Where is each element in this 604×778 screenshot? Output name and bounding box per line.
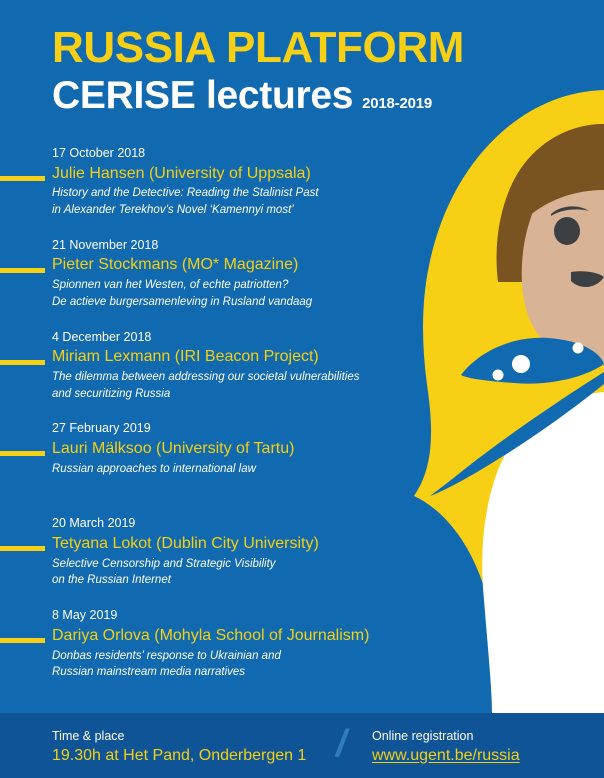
lecture-date: 8 May 2019: [52, 608, 118, 623]
lecture-speaker: Miriam Lexmann (IRI Beacon Project): [52, 348, 319, 366]
bullet-dash-icon: [0, 267, 45, 273]
page-title: RUSSIA PLATFORM: [52, 23, 464, 72]
lecture-topic-line2: De actieve burgersamenleving in Rusland …: [52, 295, 313, 308]
registration-block: Online registration www.ugent.be/russia: [372, 728, 520, 767]
lecture-date: 27 February 2019: [52, 421, 151, 436]
bullet-dash-icon: [0, 451, 45, 457]
bullet-dash-icon: [0, 176, 45, 181]
doll-eyebrow: [551, 206, 589, 216]
lecture-topic-line1: Spionnen van het Westen, of echte patrio…: [52, 279, 289, 292]
doll-smile: [571, 271, 604, 287]
poster-header: RUSSIA PLATFORM CERISE lectures 2018-201…: [52, 23, 464, 116]
lecture-topic-line1: History and the Detective: Reading the S…: [52, 187, 319, 200]
subtitle-row: CERISE lectures 2018-2019: [52, 76, 464, 115]
lecture-topic-line1: Selective Censorship and Strategic Visib…: [52, 557, 276, 570]
lecture-speaker: Dariya Orlova (Mohyla School of Journali…: [52, 626, 370, 644]
list-item: 4 December 2018 Miriam Lexmann (IRI Beac…: [0, 330, 400, 403]
lecture-topic-line2: and securitizing Russia: [52, 387, 171, 400]
petal-dot-small: [492, 369, 504, 381]
list-item: 27 February 2019 Lauri Mälksoo (Universi…: [0, 421, 400, 477]
page-subtitle: CERISE lectures: [52, 74, 354, 117]
time-and-place-block: Time & place 19.30h at Het Pand, Onderbe…: [52, 728, 306, 767]
poster-footer: Time & place 19.30h at Het Pand, Onderbe…: [0, 713, 604, 778]
lecture-topic-line1: Donbas residents’ response to Ukrainian …: [52, 649, 281, 662]
doll-apron: [482, 392, 604, 713]
lecture-speaker: Tetyana Lokot (Dublin City University): [52, 535, 319, 553]
scarf-petal-leaf: [461, 337, 604, 384]
lecture-topic-line1: Russian approaches to international law: [52, 462, 256, 475]
bullet-dash-icon: [0, 638, 45, 644]
scarf-left-notch: [404, 496, 430, 713]
list-item: 17 October 2018 Julie Hansen (University…: [0, 146, 400, 219]
registration-label: Online registration: [372, 729, 474, 743]
registration-link[interactable]: www.ugent.be/russia: [372, 747, 520, 765]
lecture-date: 17 October 2018: [52, 146, 146, 160]
doll-scarf-body: [414, 90, 604, 713]
lecture-topic-line2: in Alexander Terekhov’s Novel ‘Kamennyi …: [52, 204, 294, 217]
scarf-petal-stem: [430, 372, 604, 496]
lecture-speaker: Lauri Mälksoo (University of Tartu): [52, 439, 295, 457]
time-place-value: 19.30h at Het Pand, Onderbergen 1: [52, 747, 307, 765]
lecture-topic-line1: The dilemma between addressing our socie…: [52, 370, 360, 383]
footer-separator-icon: /: [336, 723, 347, 765]
petal-dot-large: [512, 355, 530, 373]
doll-face: [521, 148, 604, 364]
list-item: 20 March 2019 Tetyana Lokot (Dublin City…: [0, 516, 400, 589]
lecture-speaker: Julie Hansen (University of Uppsala): [52, 164, 311, 182]
lecture-date: 21 November 2018: [52, 237, 159, 252]
lecture-list: 17 October 2018 Julie Hansen (University…: [0, 146, 400, 700]
list-item: 8 May 2019 Dariya Orlova (Mohyla School …: [0, 608, 400, 681]
lecture-topic-line2: on the Russian Internet: [52, 574, 171, 587]
doll-eye: [554, 217, 580, 245]
lecture-date: 20 March 2019: [52, 516, 136, 531]
lecture-speaker: Pieter Stockmans (MO* Magazine): [52, 256, 299, 274]
time-place-label: Time & place: [52, 729, 125, 743]
doll-hair-fringe: [497, 124, 604, 252]
bullet-dash-icon: [0, 546, 45, 552]
lecture-date: 4 December 2018: [52, 329, 152, 344]
lecture-topic-line2: Russian mainstream media narratives: [52, 666, 246, 679]
list-item: 21 November 2018 Pieter Stockmans (MO* M…: [0, 238, 400, 311]
academic-year-badge: 2018-2019: [362, 95, 433, 112]
petal-dot-right: [572, 342, 584, 354]
bullet-dash-icon: [0, 359, 45, 365]
doll-hair: [496, 124, 604, 282]
